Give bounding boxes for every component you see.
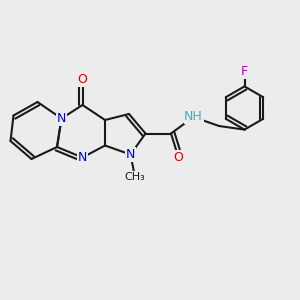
Text: NH: NH [184, 110, 203, 124]
Text: N: N [78, 151, 87, 164]
Text: O: O [174, 151, 183, 164]
Text: CH₃: CH₃ [124, 172, 146, 182]
Text: N: N [126, 148, 135, 161]
Text: O: O [78, 73, 87, 86]
Text: N: N [57, 112, 66, 125]
Text: F: F [241, 65, 248, 78]
